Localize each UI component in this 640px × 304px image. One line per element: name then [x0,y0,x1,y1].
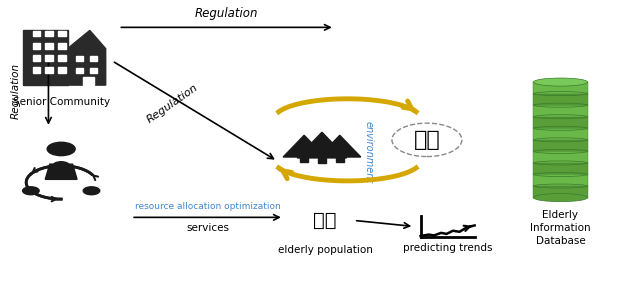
Polygon shape [297,132,347,158]
Bar [534,186,588,198]
Circle shape [22,187,39,195]
Bar [45,67,53,73]
Polygon shape [23,30,68,85]
Polygon shape [319,135,361,157]
Text: Regulation: Regulation [195,7,259,20]
Text: predicting trends: predicting trends [403,243,492,253]
Bar [300,157,308,162]
Bar [45,31,53,36]
Text: 🍂👥: 🍂👥 [314,211,337,230]
Bar [534,82,588,94]
Ellipse shape [534,194,588,202]
Bar [33,43,40,49]
Text: Senior Community: Senior Community [13,97,109,107]
Bar [45,43,53,49]
Circle shape [53,162,69,170]
Bar [45,55,53,61]
Circle shape [83,187,100,195]
Bar [336,157,344,162]
Text: 👴👵: 👴👵 [413,130,440,150]
Bar [33,55,40,61]
Text: resource allocation optimization: resource allocation optimization [134,202,280,211]
Text: environment: environment [364,121,373,183]
Bar [83,77,94,85]
Bar [534,105,588,117]
Bar [58,43,66,49]
Bar [58,55,66,61]
Bar [58,67,66,73]
Bar [76,68,83,73]
Bar [534,128,588,140]
Polygon shape [283,135,325,157]
Polygon shape [68,30,106,85]
Bar [534,174,588,186]
Bar [90,56,97,61]
Polygon shape [45,164,77,179]
Circle shape [47,142,75,156]
Bar [90,68,97,73]
Text: Regulation: Regulation [145,82,200,125]
Bar [33,31,40,36]
Bar [534,163,588,174]
Text: Regulation: Regulation [10,63,20,119]
Bar [58,31,66,36]
Bar [76,56,83,61]
Text: Elderly
Information
Database: Elderly Information Database [530,210,591,246]
Text: elderly population: elderly population [278,245,372,255]
Ellipse shape [534,78,588,86]
Text: services: services [186,223,229,233]
Bar [318,158,326,164]
Bar [534,117,588,128]
Bar [534,94,588,105]
Bar [534,151,588,163]
Bar [33,67,40,73]
Bar [534,140,588,151]
